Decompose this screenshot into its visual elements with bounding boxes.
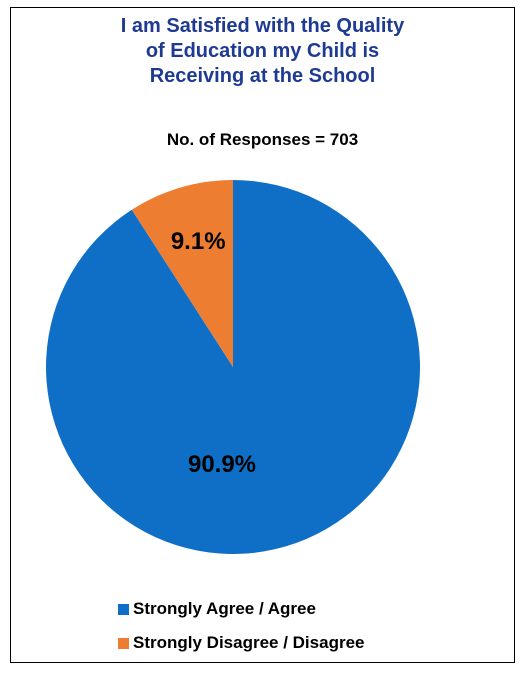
chart-legend: Strongly Agree / Agree Strongly Disagree…	[118, 597, 364, 665]
data-label-disagree: 9.1%	[171, 228, 226, 255]
legend-item-agree: Strongly Agree / Agree	[118, 597, 364, 621]
data-label-agree: 90.9%	[188, 451, 256, 478]
pie-slice-agree	[46, 180, 421, 554]
legend-swatch-disagree	[118, 637, 129, 649]
legend-item-disagree: Strongly Disagree / Disagree	[118, 631, 364, 655]
pie-slice-disagree	[131, 180, 233, 367]
legend-swatch-agree	[118, 603, 129, 615]
legend-label-agree: Strongly Agree / Agree	[133, 599, 316, 618]
legend-label-disagree: Strongly Disagree / Disagree	[133, 633, 365, 652]
chart-subtitle: No. of Responses = 703	[166, 130, 359, 149]
chart-title: I am Satisfied with the Quality of Educa…	[120, 15, 405, 87]
